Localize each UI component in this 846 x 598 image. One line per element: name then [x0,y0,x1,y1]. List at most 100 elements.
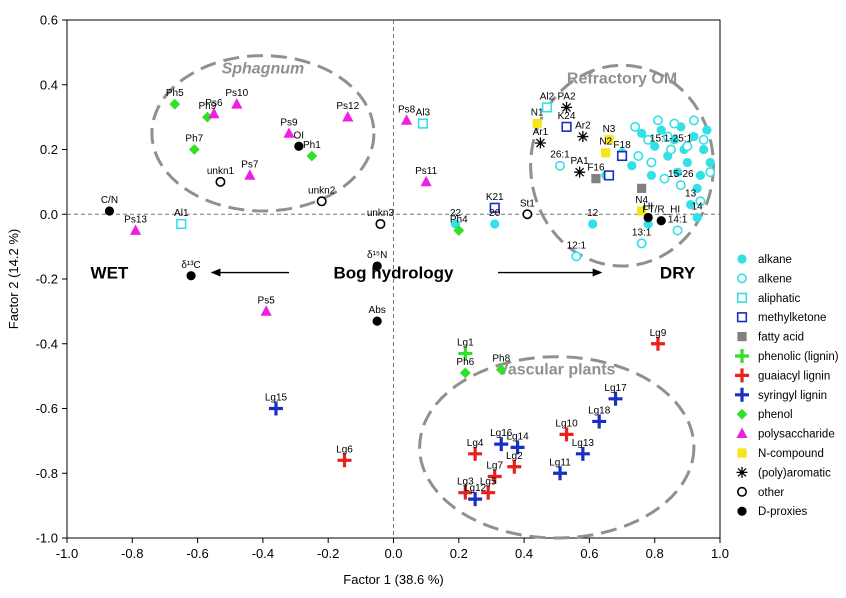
point-syringyl-68 [592,414,607,429]
point-label-19: 13 [685,189,697,200]
point-polysaccharide-83 [244,169,256,180]
point-label-49: F18 [613,140,631,151]
point-other-94 [215,176,226,187]
point-aromatic-90 [561,101,573,113]
region-ellipse-2 [418,355,696,540]
point-label-90: PA2 [557,91,576,102]
point-aliphatic-44 [417,118,428,129]
point-label-80: Ps12 [336,101,359,112]
point-methylketone-48 [489,202,500,213]
x-tick-label-4: -0.2 [317,546,339,561]
point-alkene-35 [688,115,699,126]
point-label-74: Ph4 [450,214,468,225]
point-label-87: N3 [603,124,616,135]
point-label-98: C/N [101,195,118,206]
point-alkane-15 [699,144,709,155]
point-label-62: Lg15 [265,393,288,404]
point-syringyl-64 [510,440,525,455]
point-label-92: Ar2 [575,121,591,132]
point-label-73: Ph1 [303,140,321,151]
legend-label-methylketone: methylketone [758,312,826,324]
region-label-1: Refractory OM [567,70,677,87]
legend-label-aliphatic: aliphatic [758,293,800,305]
x-tick-label-2: -0.6 [186,546,208,561]
point-alkane-21 [490,219,500,229]
point-polysaccharide-80 [342,111,354,122]
x-axis-title: Factor 1 (38.6 %) [343,572,443,587]
x-tick-label-7: 0.4 [515,546,533,561]
point-syringyl-65 [468,492,483,507]
point-label-103: HI [643,201,653,212]
point-alkane-9 [672,167,683,177]
point-label-100: δ¹³C [181,260,200,271]
wet-label: WET [91,264,129,283]
point-guaiacyl-57 [487,469,502,484]
legend-marker-guaiacyl [735,368,749,383]
point-alkene-41 [636,238,647,249]
point-label-24: 14 [692,201,704,212]
point-polysaccharide-82 [420,175,432,187]
y-tick-label-2: 0.2 [40,142,58,157]
point-label-51: F16 [587,163,605,174]
x-tick-label-9: 0.8 [646,546,664,561]
point-alkane-20 [588,219,598,229]
point-alkene-25 [630,121,641,132]
point-label-61: Lg10 [555,418,578,429]
point-label-86: N1 [531,108,544,119]
point-alkene-26 [643,134,654,145]
point-label-58: Lg2 [506,451,523,462]
x-tick-label-3: -0.4 [252,546,274,561]
point-ncompound-87 [604,135,614,145]
point-aromatic-92 [577,131,589,143]
x-tick-label-10: 1.0 [711,546,729,561]
point-alkane-24 [692,212,702,223]
point-alkene-31 [659,173,670,184]
axes: -1.0 -0.8 -0.6 -0.4 -0.2 0.0 0.2 0.4 0.6 0.8 1.0 0.… [6,13,729,588]
point-fatty_acid-51 [591,174,601,184]
point-alkene-34 [682,141,693,152]
y-tick-label-5: -0.4 [36,336,58,351]
y-tick-label-8: -1.0 [36,531,58,546]
point-label-53: Lg1 [457,337,474,348]
region-label-2: Vascular plants [498,362,615,379]
point-aliphatic-45 [541,102,553,113]
point-alkane-3 [637,128,647,138]
point-alkane-12 [682,157,692,168]
point-label-65: Lg12 [464,483,487,494]
point-alkene-27 [633,150,644,161]
legend-marker-dproxy [737,506,747,516]
legend-marker-aromatic [736,466,748,478]
point-label-45: Al2 [540,91,555,102]
point-phenolic-53 [458,346,473,361]
point-ncompound-86 [532,119,542,129]
y-axis-title: Factor 2 (14.2 %) [6,229,21,329]
point-label-67: Lg13 [572,438,595,449]
y-tick-label-0: 0.6 [40,13,58,28]
legend-label-polysaccharide: polysaccharide [758,429,835,441]
point-labels: 13 12 20 22 14 15-26 15:1-25:1 26:1 13:1 14:1 12:1… [101,88,703,494]
point-label-82: Ps11 [415,166,437,177]
point-aliphatic-46 [176,218,187,230]
point-label-66: Lg11 [549,457,571,468]
point-polysaccharide-81 [400,114,413,125]
point-label-63: Lg16 [490,428,513,439]
y-tick-label-3: 0.0 [40,207,58,222]
legend-label-phenolic: phenolic (lignin) [758,351,839,363]
point-syringyl-67 [575,446,590,461]
point-label-33: 15-26 [668,169,694,180]
point-phenol-75 [459,367,471,379]
y-tick-label-1: 0.4 [40,77,58,92]
point-label-93: PA1 [571,156,590,167]
point-label-77: Ps6 [205,98,223,109]
point-guaiacyl-58 [507,459,522,474]
point-label-79: Ps9 [280,117,298,128]
annotations: WET DRY Bog hydrology [91,264,696,283]
point-aromatic-91 [534,137,546,149]
point-alkane-4 [646,170,657,180]
legend-marker-alkane [737,254,747,264]
point-label-78: Ps10 [225,88,248,99]
point-alkene-33 [675,180,686,191]
point-dproxy-99 [294,141,304,151]
point-guaiacyl-61 [559,427,574,442]
point-phenol-73 [306,150,318,162]
